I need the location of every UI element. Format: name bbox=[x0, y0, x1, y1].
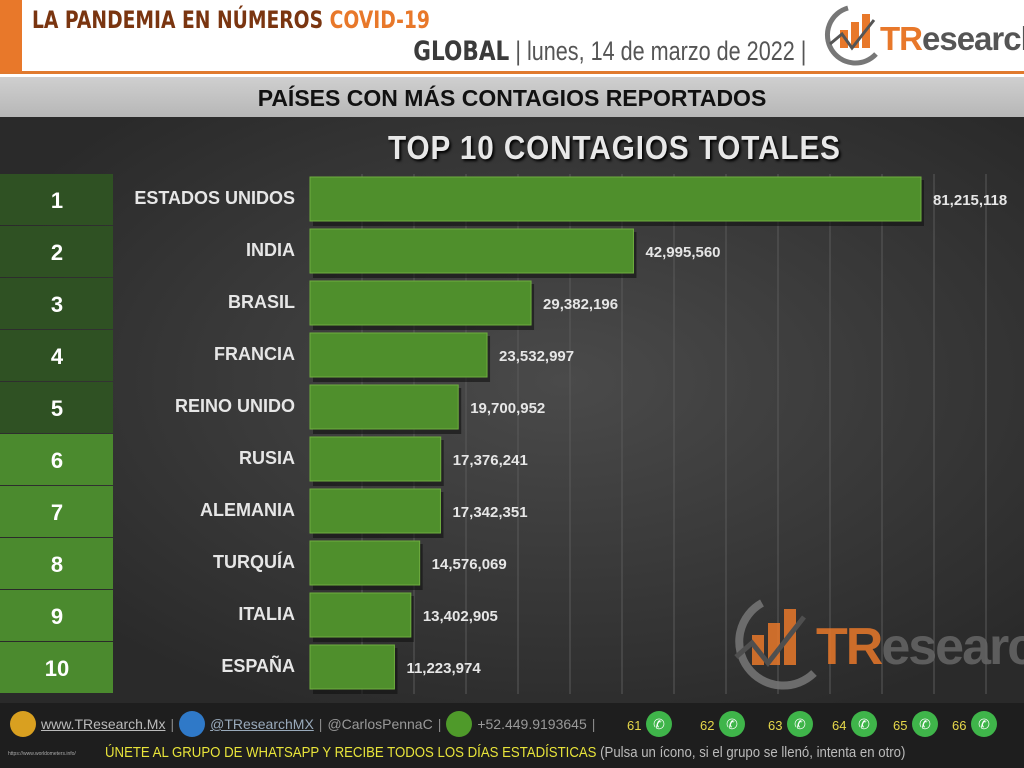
bar bbox=[309, 176, 922, 222]
rank-label: 8 bbox=[51, 552, 63, 577]
page-title: LA PANDEMIA EN NÚMEROS COVID-19 bbox=[32, 6, 430, 34]
category-label: RUSIA bbox=[239, 448, 295, 468]
separator: | bbox=[170, 716, 175, 732]
whatsapp-icon[interactable]: ✆ bbox=[912, 711, 938, 737]
whatsapp-icon[interactable]: ✆ bbox=[787, 711, 813, 737]
twitter-link[interactable]: @TResearchMX bbox=[210, 716, 314, 732]
section-title: PAÍSES CON MÁS CONTAGIOS REPORTADOS bbox=[0, 77, 1024, 117]
rank-box bbox=[0, 486, 113, 537]
whatsapp-icon[interactable]: ✆ bbox=[646, 711, 672, 737]
rank-box bbox=[0, 330, 113, 381]
category-label: ESTADOS UNIDOS bbox=[134, 188, 295, 208]
category-label: TURQUÍA bbox=[213, 551, 295, 572]
rank-label: 3 bbox=[51, 292, 63, 317]
value-label: 19,700,952 bbox=[470, 400, 545, 417]
separator: | bbox=[591, 716, 596, 732]
whatsapp-icon[interactable]: ✆ bbox=[971, 711, 997, 737]
group-number: 64 bbox=[832, 718, 847, 733]
value-label: 14,576,069 bbox=[432, 556, 507, 573]
separator: | bbox=[437, 716, 442, 732]
category-label: ALEMANIA bbox=[200, 500, 295, 520]
watermark-logo: TResearch bbox=[722, 595, 1024, 695]
value-label: 11,223,974 bbox=[406, 660, 481, 677]
logo-text: TResearch bbox=[880, 20, 1024, 57]
personal-handle: @CarlosPennaC bbox=[327, 716, 433, 732]
group-number: 63 bbox=[768, 718, 783, 733]
chart-title: TOP 10 CONTAGIOS TOTALES bbox=[388, 129, 841, 166]
rank-box bbox=[0, 590, 113, 641]
rank-box bbox=[0, 538, 113, 589]
rank-box bbox=[0, 434, 113, 485]
contact-row: www.TResearch.Mx | @TResearchMX | @Carlo… bbox=[10, 711, 595, 737]
rank-label: 2 bbox=[51, 240, 63, 265]
separator: | bbox=[318, 716, 323, 732]
website-link[interactable]: www.TResearch.Mx bbox=[41, 716, 166, 732]
category-label: ESPAÑA bbox=[221, 655, 295, 676]
rank-box bbox=[0, 174, 113, 225]
chart-area: 1 ESTADOS UNIDOS 81,215,118 2 INDIA 42,995,56… bbox=[0, 117, 1024, 703]
rank-label: 7 bbox=[51, 500, 63, 525]
rank-box bbox=[0, 226, 113, 277]
title-accent: COVID-19 bbox=[329, 6, 430, 34]
value-label: 42,995,560 bbox=[645, 244, 720, 261]
join-text: ÚNETE AL GRUPO DE WHATSAPP Y RECIBE TODO… bbox=[105, 744, 905, 761]
header: LA PANDEMIA EN NÚMEROS COVID-19 GLOBAL |… bbox=[0, 0, 1024, 74]
bar bbox=[309, 644, 395, 690]
category-label: REINO UNIDO bbox=[175, 396, 295, 416]
title-main: LA PANDEMIA EN NÚMEROS bbox=[32, 6, 324, 34]
rank-label: 5 bbox=[51, 396, 63, 421]
value-label: 13,402,905 bbox=[423, 608, 498, 625]
category-label: INDIA bbox=[246, 240, 295, 260]
bar bbox=[309, 592, 412, 638]
globe-icon bbox=[10, 711, 36, 737]
date: lunes, 14 de marzo de 2022 bbox=[526, 36, 795, 66]
category-label: BRASIL bbox=[228, 292, 295, 312]
scope: GLOBAL bbox=[412, 36, 509, 67]
rank-label: 10 bbox=[45, 656, 69, 681]
accent-bar bbox=[0, 0, 22, 72]
subtitle: GLOBAL | lunes, 14 de marzo de 2022 | bbox=[412, 36, 806, 67]
group-number: 62 bbox=[700, 718, 715, 733]
value-label: 17,376,241 bbox=[453, 452, 528, 469]
watermark-text: TResearch bbox=[816, 618, 1024, 676]
rank-label: 4 bbox=[51, 344, 64, 369]
category-label: FRANCIA bbox=[214, 344, 295, 364]
watermark-icon bbox=[734, 599, 817, 690]
value-label: 23,532,997 bbox=[499, 348, 574, 365]
rank-label: 1 bbox=[51, 188, 63, 213]
value-label: 29,382,196 bbox=[543, 296, 618, 313]
group-number: 65 bbox=[893, 718, 908, 733]
bar bbox=[309, 488, 441, 534]
bar bbox=[309, 384, 459, 430]
join-message: ÚNETE AL GRUPO DE WHATSAPP Y RECIBE TODO… bbox=[105, 744, 597, 761]
whatsapp-icon[interactable]: ✆ bbox=[719, 711, 745, 737]
value-label: 81,215,118 bbox=[933, 192, 1007, 209]
twitter-icon bbox=[179, 711, 206, 737]
rank-label: 6 bbox=[51, 448, 63, 473]
phone-icon bbox=[446, 711, 473, 737]
group-number: 61 bbox=[627, 718, 642, 733]
value-label: 17,342,351 bbox=[452, 504, 527, 521]
bar bbox=[309, 228, 634, 274]
source-text: https://www.worldometers.info/ bbox=[8, 751, 76, 757]
bar bbox=[309, 280, 532, 326]
rank-box bbox=[0, 382, 113, 433]
footer: www.TResearch.Mx | @TResearchMX | @Carlo… bbox=[0, 703, 1024, 768]
whatsapp-icon[interactable]: ✆ bbox=[851, 711, 877, 737]
rank-label: 9 bbox=[51, 604, 63, 629]
phone-number: +52.449.9193645 bbox=[477, 716, 587, 732]
rank-box bbox=[0, 642, 113, 693]
category-label: ITALIA bbox=[238, 604, 295, 624]
bar bbox=[309, 436, 442, 482]
bar bbox=[309, 540, 421, 586]
bar-chart: 1 ESTADOS UNIDOS 81,215,118 2 INDIA 42,995,56… bbox=[0, 174, 1007, 694]
tresearch-logo: TResearch bbox=[818, 4, 1024, 68]
rank-box bbox=[0, 278, 113, 329]
logo-icon bbox=[825, 5, 878, 66]
group-number: 66 bbox=[952, 718, 967, 733]
join-note: (Pulsa un ícono, si el grupo se llenó, i… bbox=[600, 744, 906, 761]
bar bbox=[309, 332, 488, 378]
